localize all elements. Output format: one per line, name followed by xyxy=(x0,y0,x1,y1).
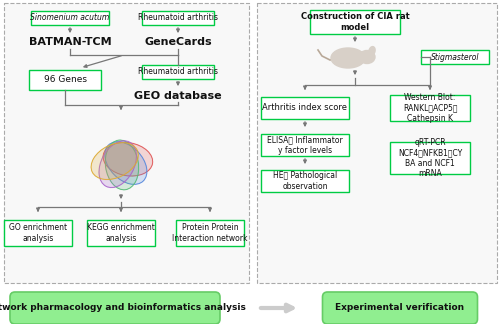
FancyBboxPatch shape xyxy=(176,220,244,246)
Ellipse shape xyxy=(105,142,147,184)
FancyBboxPatch shape xyxy=(87,220,155,246)
Text: Stigmasterol: Stigmasterol xyxy=(431,52,479,62)
FancyBboxPatch shape xyxy=(322,292,478,324)
Text: qRT-PCR
NCF4、NFKB1、CY
BA and NCF1
mRNA: qRT-PCR NCF4、NFKB1、CY BA and NCF1 mRNA xyxy=(398,138,462,178)
Text: Rheumatoid arthritis: Rheumatoid arthritis xyxy=(138,14,218,22)
Text: ELISA： Inflammator
y factor levels: ELISA： Inflammator y factor levels xyxy=(267,135,343,155)
FancyBboxPatch shape xyxy=(142,11,214,25)
Text: GeneCards: GeneCards xyxy=(144,37,212,47)
FancyBboxPatch shape xyxy=(257,3,497,283)
Text: GO enrichment
analysis: GO enrichment analysis xyxy=(9,223,67,243)
Text: BATMAN-TCM: BATMAN-TCM xyxy=(28,37,112,47)
Text: Sinomenium acutum: Sinomenium acutum xyxy=(30,14,110,22)
FancyBboxPatch shape xyxy=(31,11,109,25)
FancyBboxPatch shape xyxy=(261,97,349,119)
Text: GEO database: GEO database xyxy=(134,91,222,101)
Text: Western Blot:
RANKL、ACP5、
Cathepsin K: Western Blot: RANKL、ACP5、 Cathepsin K xyxy=(403,93,457,123)
FancyBboxPatch shape xyxy=(4,220,72,246)
Text: 96 Genes: 96 Genes xyxy=(44,75,86,85)
Ellipse shape xyxy=(359,51,375,64)
Ellipse shape xyxy=(103,142,152,176)
FancyBboxPatch shape xyxy=(142,65,214,79)
Text: HE： Pathological
observation: HE： Pathological observation xyxy=(273,171,337,191)
Ellipse shape xyxy=(91,143,138,179)
FancyBboxPatch shape xyxy=(390,95,470,121)
Ellipse shape xyxy=(331,48,365,68)
FancyBboxPatch shape xyxy=(421,50,489,64)
Text: Protein Protein
Interaction network: Protein Protein Interaction network xyxy=(172,223,248,243)
FancyBboxPatch shape xyxy=(310,10,400,34)
FancyBboxPatch shape xyxy=(261,170,349,192)
Text: Arthritis index score: Arthritis index score xyxy=(262,103,348,112)
FancyBboxPatch shape xyxy=(261,134,349,156)
Text: Experimental verification: Experimental verification xyxy=(336,304,464,313)
Text: Construction of CIA rat
model: Construction of CIA rat model xyxy=(300,12,410,32)
Text: Network pharmacology and bioinformatics analysis: Network pharmacology and bioinformatics … xyxy=(0,304,246,313)
Text: KEGG enrichment
analysis: KEGG enrichment analysis xyxy=(87,223,155,243)
Text: Rheumatoid arthritis: Rheumatoid arthritis xyxy=(138,67,218,76)
Ellipse shape xyxy=(99,141,136,188)
Ellipse shape xyxy=(369,47,375,55)
FancyBboxPatch shape xyxy=(29,70,101,90)
FancyBboxPatch shape xyxy=(10,292,220,324)
FancyBboxPatch shape xyxy=(4,3,248,283)
FancyBboxPatch shape xyxy=(390,142,470,174)
Ellipse shape xyxy=(106,140,138,190)
